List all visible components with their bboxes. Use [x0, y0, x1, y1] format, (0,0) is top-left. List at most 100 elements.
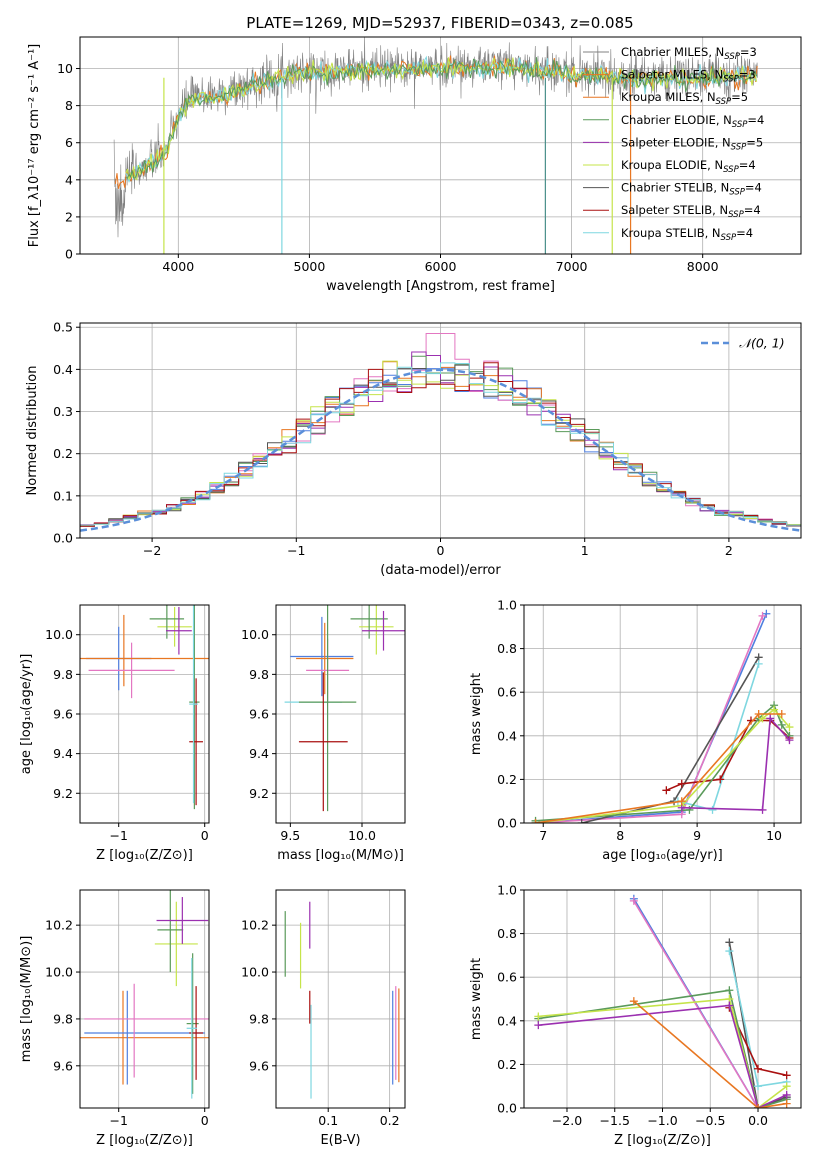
weight-marker — [725, 986, 734, 995]
legend-label-tail: =4 — [739, 158, 756, 172]
age_weight-panel: 7 8 9 10 0.0 0.2 0.4 0.6 0.8 1.0 age [log₁₀(age/yr… — [469, 598, 802, 863]
x-tick-label: −1.5 — [600, 1113, 630, 1128]
x-tick-label: −2 — [143, 543, 161, 558]
weight-marker — [770, 705, 779, 714]
weight-marker — [758, 805, 767, 814]
y-tick-label: 9.2 — [249, 786, 269, 801]
weight-marker — [782, 1099, 791, 1108]
legend-label: Salpeter MILES, NSSP=3 — [621, 68, 756, 85]
legend-label-tail: =4 — [744, 203, 761, 217]
residual-histogram — [80, 360, 801, 526]
x-tick-label: 2 — [725, 543, 733, 558]
x-tick-label: −1 — [109, 828, 127, 843]
weight-marker — [754, 1104, 763, 1108]
legend-label-sub: SSP — [732, 120, 748, 130]
legend-label-sub: SSP — [716, 97, 732, 107]
y-tick-label: 0.3 — [53, 404, 73, 419]
weight-marker — [758, 714, 767, 723]
y-tick-label: 0.2 — [497, 1057, 517, 1072]
legend-label-text: Chabrier STELIB, N — [621, 181, 729, 195]
legend-label-sub: SSP — [731, 142, 747, 152]
legend-label-sub: SSP — [723, 75, 739, 85]
spectrum-panel: 4000 5000 6000 7000 8000 0 2 4 6 8 10 wavelength [A… — [27, 36, 802, 294]
x-tick-label: −2.0 — [552, 1113, 582, 1128]
weight-marker — [754, 659, 763, 668]
legend-label-text: Salpeter ELODIE, N — [621, 135, 731, 149]
x-axis-label: Z [log₁₀(Z/Z⊙)] — [96, 848, 193, 863]
legend-label-tail: =5 — [746, 135, 763, 149]
x-tick-label: 6000 — [425, 259, 457, 274]
x-tick-label: 9.5 — [280, 828, 300, 843]
y-tick-label: 0.8 — [497, 926, 517, 941]
legend-label: 𝒩(0, 1) — [739, 336, 785, 351]
y-tick-label: 10.0 — [45, 965, 73, 980]
legend-label: Chabrier MILES, NSSP=3 — [621, 45, 757, 62]
y-tick-label: 9.4 — [53, 746, 73, 761]
ebv_mass-panel: 0.1 0.2 9.6 9.8 10.0 10.2 E(B-V) — [241, 889, 406, 1148]
plot-area — [284, 901, 400, 1099]
weight-marker — [577, 819, 586, 823]
figure-title: PLATE=1269, MJD=52937, FIBERID=0343, z=0… — [246, 14, 633, 32]
y-tick-label: 0.4 — [53, 362, 73, 377]
x-tick-label: −1.0 — [647, 1113, 677, 1128]
y-tick-label: 9.8 — [53, 1011, 73, 1026]
x-axis-label: E(B-V) — [320, 1133, 360, 1148]
plot-area — [534, 894, 791, 1108]
legend-label: Salpeter STELIB, NSSP=4 — [621, 203, 761, 220]
legend-label: Kroupa MILES, NSSP=5 — [621, 90, 748, 107]
weight-marker — [662, 786, 671, 795]
plot-area — [80, 605, 209, 810]
model-spectrum-green — [125, 57, 758, 179]
axes-frame — [79, 889, 210, 1109]
legend-label: Kroupa ELODIE, NSSP=4 — [621, 158, 756, 175]
weight-marker — [531, 819, 540, 823]
axes-frame — [79, 604, 210, 824]
weight-series — [535, 703, 791, 822]
x-axis-label: mass [log₁₀(M/M⊙)] — [277, 848, 404, 863]
plot-area — [531, 609, 794, 823]
x-tick-label: 7 — [539, 828, 547, 843]
weight-series — [538, 998, 788, 1108]
axes-frame — [79, 322, 802, 539]
legend-label-tail: =4 — [747, 113, 764, 127]
legend-label: Kroupa STELIB, NSSP=4 — [621, 226, 753, 243]
y-tick-label: 0.1 — [53, 488, 73, 503]
weight-marker — [716, 775, 725, 784]
axes-frame — [523, 889, 802, 1109]
y-tick-label: 9.6 — [53, 1058, 73, 1073]
x-axis-label: (data-model)/error — [380, 563, 501, 578]
x-tick-label: 7000 — [556, 259, 588, 274]
y-tick-label: 9.6 — [249, 707, 269, 722]
legend-label-text: Chabrier MILES, N — [621, 45, 724, 59]
y-axis-label: mass weight — [469, 958, 484, 1040]
x-tick-label: 0 — [201, 828, 209, 843]
y-tick-label: 1.0 — [497, 598, 517, 613]
legend-label-text: Salpeter STELIB, N — [621, 203, 728, 217]
weight-marker — [725, 1001, 734, 1010]
gaussian-curve — [80, 368, 801, 532]
x-tick-label: −1 — [287, 543, 305, 558]
weight-series — [535, 613, 768, 823]
weight-marker — [785, 736, 794, 745]
weight-series — [677, 663, 760, 811]
weight-marker — [754, 1082, 763, 1091]
x-tick-label: 8000 — [687, 259, 719, 274]
y-tick-label: 1.0 — [497, 883, 517, 898]
y-tick-label: 9.6 — [53, 707, 73, 722]
weight-marker — [782, 1090, 791, 1099]
weight-marker — [534, 1012, 543, 1021]
x-tick-label: 0.2 — [380, 1113, 400, 1128]
residual-histogram — [80, 362, 801, 526]
x-tick-label: 0 — [437, 543, 445, 558]
z_mass-panel: −1 0 9.6 9.8 10.0 10.2 Z [log₁₀(Z/Z⊙)] mass [lo… — [19, 889, 210, 1148]
legend-label: Chabrier STELIB, NSSP=4 — [621, 181, 762, 198]
axes-frame — [275, 604, 406, 824]
y-tick-label: 10.0 — [241, 627, 269, 642]
weight-marker — [677, 797, 686, 806]
y-tick-label: 2 — [65, 209, 73, 224]
y-tick-label: 8 — [65, 98, 73, 113]
y-tick-label: 0.4 — [497, 728, 517, 743]
x-tick-label: 1 — [581, 543, 589, 558]
y-tick-label: 0.0 — [497, 1101, 517, 1116]
